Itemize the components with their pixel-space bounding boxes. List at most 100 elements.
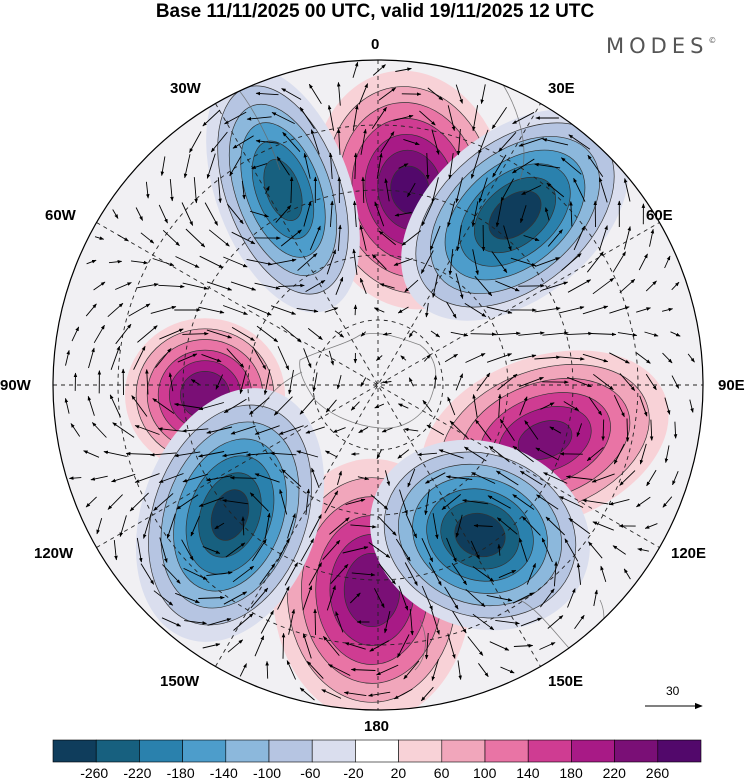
wind-arrow <box>230 425 256 435</box>
wind-arrow <box>131 395 148 417</box>
wind-arrow <box>210 131 228 153</box>
wind-arrow <box>207 618 232 626</box>
wind-arrow <box>153 590 174 606</box>
wind-arrow <box>157 427 185 432</box>
wind-arrow <box>254 635 265 657</box>
wind-arrow <box>497 393 502 418</box>
wind-arrow <box>376 664 399 676</box>
wind-arrow <box>181 539 194 561</box>
wind-arrow <box>161 617 182 627</box>
wind-arrow <box>495 619 520 625</box>
wind-arrow <box>500 666 515 674</box>
wind-arrow <box>590 332 617 337</box>
colorbar-bin <box>311 739 356 763</box>
colorbar-bin <box>527 739 572 763</box>
wind-arrow <box>308 83 322 104</box>
wind-arrow <box>376 355 383 361</box>
wind-arrow <box>281 325 302 343</box>
wind-arrow <box>433 375 438 389</box>
wind-arrow <box>374 201 385 227</box>
wind-arrow <box>91 422 107 438</box>
wind-arrow <box>381 427 393 433</box>
colorbar-tick-label: -140 <box>209 765 238 781</box>
wind-arrow <box>182 282 209 290</box>
wind-arrow <box>567 376 592 388</box>
wind-arrow <box>287 513 296 539</box>
wind-arrow <box>250 210 269 218</box>
wind-arrow <box>198 595 225 600</box>
wind-arrow <box>299 106 315 130</box>
wind-arrow <box>609 352 630 364</box>
wind-arrow <box>420 250 434 274</box>
wind-arrow <box>265 185 270 194</box>
wind-arrow <box>455 84 463 104</box>
wind-arrow <box>103 450 127 457</box>
wind-arrow <box>591 473 615 483</box>
wind-arrow <box>382 380 392 384</box>
wind-arrow <box>623 226 631 250</box>
wind-arrow <box>254 473 280 483</box>
wind-arrow <box>185 228 206 248</box>
wind-arrow <box>326 249 336 275</box>
wind-arrow <box>540 588 555 608</box>
wind-arrow <box>230 281 257 291</box>
wind-arrow <box>613 395 625 418</box>
wind-arrow <box>662 352 673 364</box>
wind-arrow <box>373 588 385 609</box>
colorbar-tick-label: 180 <box>559 765 583 781</box>
wind-arrow <box>687 353 695 363</box>
label-30w: 30W <box>170 80 201 97</box>
wind-arrow <box>378 87 396 101</box>
wind-arrow <box>227 639 244 653</box>
wind-arrow <box>421 202 434 227</box>
wind-arrow <box>278 425 304 435</box>
brand-logo: MODES© <box>606 34 716 58</box>
wind-arrow <box>397 306 409 314</box>
wind-arrow <box>398 585 409 611</box>
wind-arrow <box>136 537 143 563</box>
wind-arrow <box>513 643 534 648</box>
wind-arrow <box>206 571 233 577</box>
wind-arrow <box>270 305 297 315</box>
colorbar-bin <box>268 739 313 763</box>
wind-arrow <box>542 281 569 291</box>
wind-arrow <box>269 451 297 456</box>
wind-arrow <box>384 178 390 202</box>
wind-arrow <box>369 640 390 652</box>
wind-arrow <box>368 691 391 697</box>
wind-arrow <box>222 305 248 315</box>
wind-arrow <box>222 498 249 505</box>
wind-arrow <box>231 231 256 245</box>
wind-arrow <box>464 303 487 317</box>
wind-arrow <box>322 539 341 560</box>
wind-arrow <box>190 379 200 385</box>
wind-arrow <box>612 545 626 555</box>
wind-arrow <box>277 538 290 562</box>
wind-arrow <box>423 354 431 362</box>
wind-arrow <box>545 516 566 536</box>
wind-arrow <box>277 585 290 610</box>
wind-arrow <box>374 403 385 409</box>
wind-arrow <box>256 325 279 343</box>
wind-arrow <box>158 284 185 289</box>
label-120w: 120W <box>34 545 74 562</box>
wind-arrow <box>441 494 461 510</box>
wind-arrow <box>565 475 593 480</box>
colorbar-tick-label: -100 <box>253 765 282 781</box>
wind-arrow <box>455 177 463 204</box>
wind-arrow <box>542 331 569 336</box>
wind-arrow <box>495 280 520 292</box>
wind-arrow <box>229 155 242 177</box>
wind-arrow <box>400 355 407 361</box>
wind-vectors <box>64 61 695 702</box>
wind-arrow <box>635 352 651 364</box>
wind-arrow <box>324 490 339 514</box>
wind-arrow <box>214 522 225 530</box>
wind-arrow <box>260 610 274 634</box>
wind-arrow <box>546 182 565 198</box>
wind-arrow <box>645 373 657 391</box>
wind-arrow <box>181 202 194 226</box>
wind-arrow <box>149 452 177 457</box>
wind-arrow <box>494 331 521 336</box>
wind-arrow <box>510 354 537 362</box>
